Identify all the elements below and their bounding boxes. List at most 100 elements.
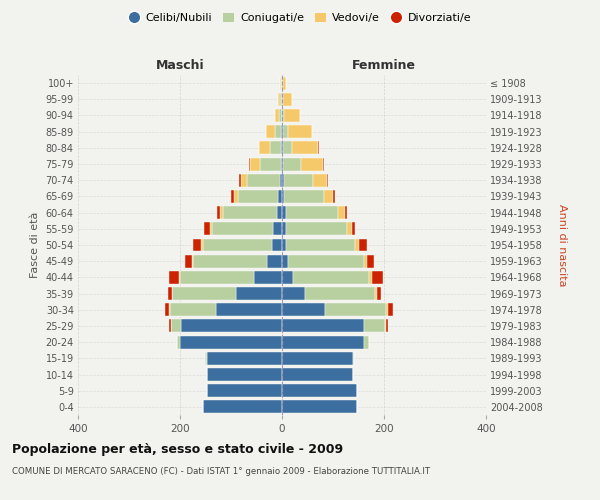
Bar [203, 400, 282, 413]
Bar [231, 190, 233, 203]
Bar [323, 158, 324, 170]
Bar [169, 320, 171, 332]
Bar [165, 304, 169, 316]
Bar [205, 222, 209, 235]
Bar [284, 174, 313, 186]
Bar [347, 222, 352, 235]
Bar [260, 158, 281, 170]
Bar [283, 93, 292, 106]
Bar [284, 109, 301, 122]
Bar [280, 93, 282, 106]
Bar [206, 384, 282, 397]
Bar [180, 271, 254, 284]
Bar [241, 174, 247, 186]
Bar [286, 238, 355, 252]
Bar [278, 190, 282, 203]
Bar [282, 336, 364, 348]
Bar [376, 287, 377, 300]
Bar [372, 271, 383, 284]
Bar [284, 190, 324, 203]
Bar [266, 125, 275, 138]
Bar [209, 222, 212, 235]
Bar [270, 142, 281, 154]
Bar [206, 352, 282, 365]
Bar [305, 287, 376, 300]
Bar [292, 142, 318, 154]
Bar [325, 304, 386, 316]
Bar [277, 206, 282, 219]
Bar [236, 287, 282, 300]
Bar [193, 238, 202, 252]
Bar [273, 222, 282, 235]
Bar [286, 222, 347, 235]
Bar [170, 304, 216, 316]
Bar [282, 287, 305, 300]
Bar [283, 76, 286, 90]
Bar [288, 254, 364, 268]
Bar [281, 158, 282, 170]
Bar [279, 109, 282, 122]
Bar [377, 287, 381, 300]
Bar [388, 304, 392, 316]
Bar [238, 190, 278, 203]
Text: COMUNE DI MERCATO SARACENO (FC) - Dati ISTAT 1° gennaio 2009 - Elaborazione TUTT: COMUNE DI MERCATO SARACENO (FC) - Dati I… [12, 468, 430, 476]
Bar [202, 238, 203, 252]
Bar [345, 206, 347, 219]
Bar [169, 271, 179, 284]
Bar [259, 142, 270, 154]
Bar [367, 254, 374, 268]
Bar [282, 304, 325, 316]
Bar [192, 254, 193, 268]
Bar [181, 320, 282, 332]
Bar [282, 206, 286, 219]
Bar [282, 158, 283, 170]
Bar [216, 304, 282, 316]
Bar [355, 238, 359, 252]
Bar [386, 320, 388, 332]
Y-axis label: Anni di nascita: Anni di nascita [557, 204, 567, 286]
Bar [220, 206, 223, 219]
Bar [254, 271, 282, 284]
Bar [185, 254, 192, 268]
Bar [275, 125, 281, 138]
Bar [272, 238, 282, 252]
Bar [282, 93, 283, 106]
Bar [282, 222, 286, 235]
Bar [250, 158, 260, 170]
Bar [364, 254, 367, 268]
Bar [313, 174, 328, 186]
Bar [212, 222, 273, 235]
Bar [282, 400, 358, 413]
Bar [239, 174, 241, 186]
Bar [280, 174, 282, 186]
Bar [293, 271, 369, 284]
Bar [352, 222, 355, 235]
Bar [275, 109, 279, 122]
Bar [283, 158, 301, 170]
Bar [283, 142, 292, 154]
Bar [267, 254, 282, 268]
Bar [364, 336, 369, 348]
Bar [282, 368, 353, 381]
Bar [353, 352, 355, 365]
Bar [283, 125, 287, 138]
Bar [282, 320, 364, 332]
Text: Maschi: Maschi [155, 59, 205, 72]
Bar [280, 76, 281, 90]
Bar [282, 174, 284, 186]
Bar [180, 336, 282, 348]
Bar [223, 206, 277, 219]
Bar [333, 190, 335, 203]
Bar [282, 271, 293, 284]
Bar [369, 271, 372, 284]
Bar [178, 336, 180, 348]
Y-axis label: Fasce di età: Fasce di età [30, 212, 40, 278]
Legend: Celibi/Nubili, Coniugati/e, Vedovi/e, Divorziati/e: Celibi/Nubili, Coniugati/e, Vedovi/e, Di… [124, 8, 476, 28]
Bar [233, 190, 238, 203]
Bar [282, 109, 284, 122]
Bar [364, 320, 385, 332]
Bar [247, 174, 280, 186]
Text: Femmine: Femmine [352, 59, 416, 72]
Bar [282, 238, 286, 252]
Bar [287, 125, 312, 138]
